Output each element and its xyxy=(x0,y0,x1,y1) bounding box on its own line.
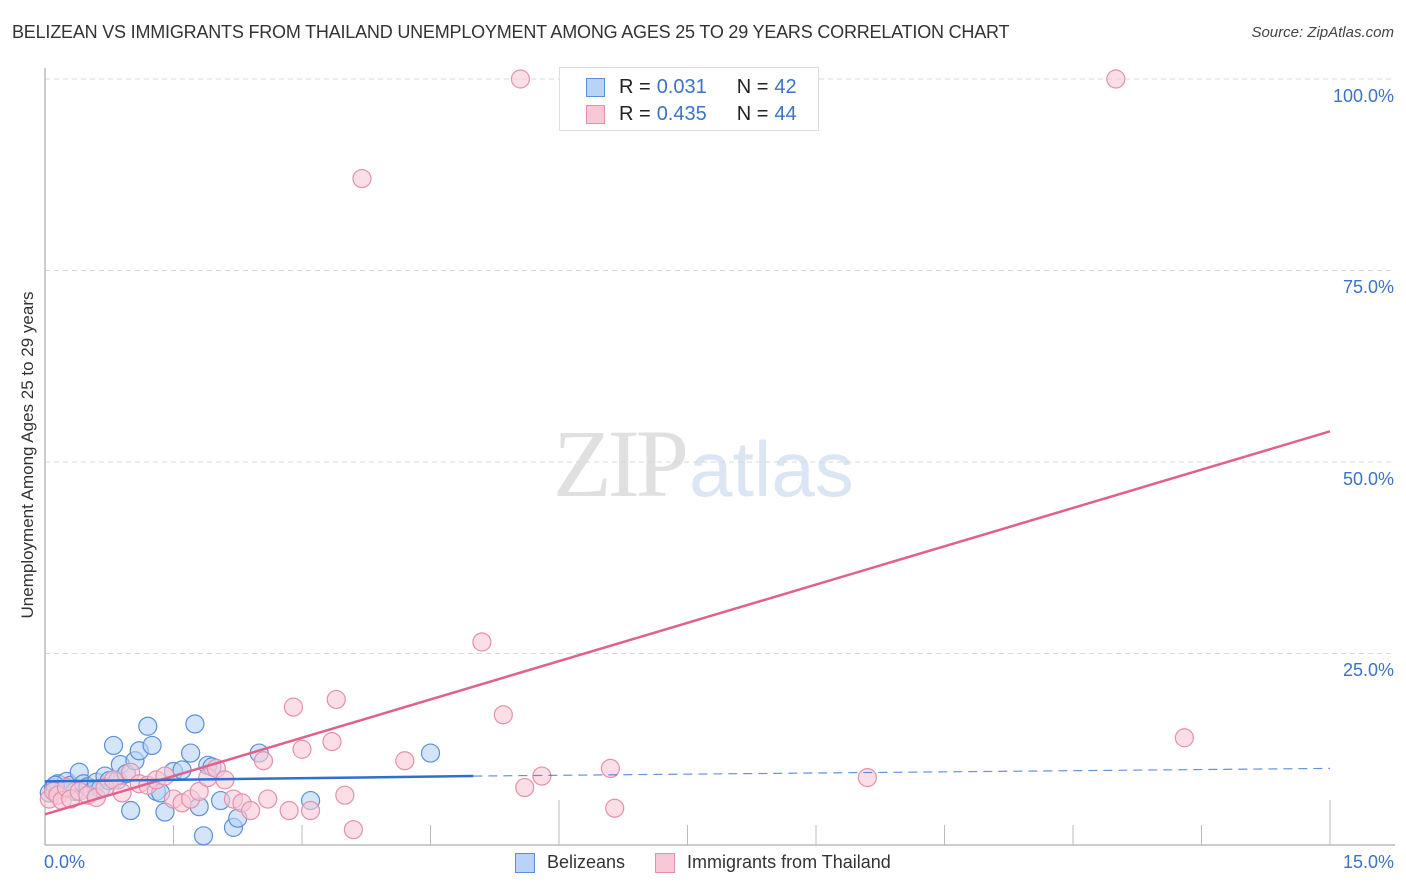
data-point xyxy=(103,735,124,756)
stats-row-thailand: R = 0.435 N = 44 xyxy=(586,102,797,126)
y-tick-25: 25.0% xyxy=(1342,660,1394,680)
data-point xyxy=(322,731,342,752)
data-point xyxy=(121,800,141,821)
data-point xyxy=(185,714,205,734)
legend-item-thailand[interactable]: Immigrants from Thailand xyxy=(655,852,891,873)
watermark-zip: ZIP xyxy=(553,410,689,517)
series-legend: Belizeans Immigrants from Thailand xyxy=(515,852,921,873)
y-tick-75: 75.0% xyxy=(1342,277,1394,297)
blue-swatch-icon xyxy=(515,852,535,873)
n-value: 42 xyxy=(774,75,797,98)
data-point xyxy=(493,705,513,725)
n-label: N = xyxy=(736,75,769,98)
r-label: R = xyxy=(619,75,651,98)
axes xyxy=(44,68,1395,846)
data-point xyxy=(300,800,321,821)
data-point xyxy=(1106,69,1126,89)
pink-swatch-icon xyxy=(655,852,676,873)
data-point xyxy=(510,69,531,89)
data-point xyxy=(857,767,878,788)
n-label: N = xyxy=(736,102,769,125)
r-label: R = xyxy=(619,102,651,125)
legend-label-thailand: Immigrants from Thailand xyxy=(687,852,891,872)
y-tick-100: 100.0% xyxy=(1332,86,1394,106)
chart-title: BELIZEAN VS IMMIGRANTS FROM THAILAND UNE… xyxy=(12,22,1010,42)
data-point xyxy=(326,689,346,710)
data-point xyxy=(605,798,625,818)
r-value: 0.435 xyxy=(656,102,707,125)
data-point xyxy=(395,751,415,771)
data-point xyxy=(142,735,162,756)
data-point xyxy=(292,739,312,759)
legend-label-belizeans: Belizeans xyxy=(547,852,626,872)
x-tick-max: 15.0% xyxy=(1342,852,1394,872)
zipatlas-watermark: ZIPatlas xyxy=(553,408,854,519)
y-tick-50: 50.0% xyxy=(1342,469,1394,489)
blue-swatch-icon xyxy=(586,77,605,97)
data-point xyxy=(335,785,355,805)
data-point xyxy=(279,800,299,821)
data-point xyxy=(1174,728,1194,748)
belizeans-trend-line xyxy=(44,774,474,783)
data-point xyxy=(181,743,201,763)
data-point xyxy=(352,168,372,189)
n-value: 44 xyxy=(774,102,797,125)
data-point xyxy=(600,758,621,779)
data-point xyxy=(343,820,363,840)
data-point xyxy=(420,743,441,763)
watermark-atlas: atlas xyxy=(689,425,854,513)
x-tick-min: 0.0% xyxy=(44,852,86,872)
thailand-trend-line xyxy=(44,430,1331,816)
data-point xyxy=(532,766,552,786)
legend-item-belizeans[interactable]: Belizeans xyxy=(515,852,625,873)
data-point xyxy=(138,716,158,736)
pink-swatch-icon xyxy=(586,104,605,124)
data-point xyxy=(193,826,214,846)
stats-legend: R = 0.031 N = 42 R = 0.435 N = 44 xyxy=(559,67,819,131)
source-label: Source: ZipAtlas.com xyxy=(1251,24,1394,41)
r-value: 0.031 xyxy=(656,75,707,98)
thailand-points xyxy=(39,69,1194,840)
data-point xyxy=(472,632,492,652)
data-point xyxy=(253,751,274,771)
data-point xyxy=(241,800,261,821)
stats-row-belizeans: R = 0.031 N = 42 xyxy=(586,75,797,99)
data-point xyxy=(515,777,535,798)
y-axis-label: Unemployment Among Ages 25 to 29 years xyxy=(18,291,37,619)
trend-lines xyxy=(44,430,1331,816)
gridlines xyxy=(45,78,1395,654)
data-point xyxy=(258,789,278,809)
data-point xyxy=(283,697,304,717)
belizeans-trend-extension xyxy=(473,767,1331,777)
data-point xyxy=(189,781,209,801)
